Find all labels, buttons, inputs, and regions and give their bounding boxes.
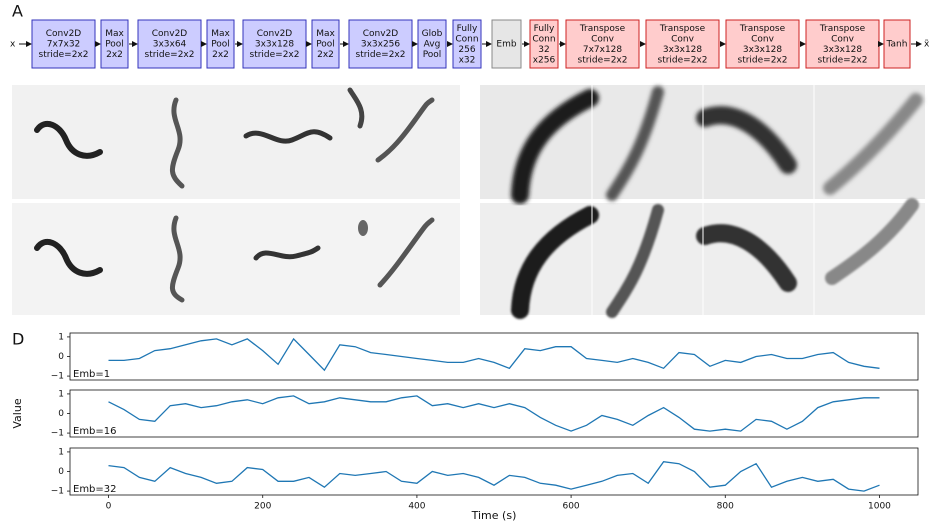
input-label: x — [10, 40, 16, 50]
layer-box — [529, 19, 559, 69]
layer-box — [206, 19, 235, 69]
layer-label: 3x3x64 — [153, 40, 187, 50]
layer-box — [452, 19, 482, 69]
layer-label: stride=2x2 — [818, 55, 868, 65]
y-axis-label: Value — [11, 398, 24, 428]
layer-label: x256 — [533, 55, 556, 65]
layer-label: Fully — [534, 24, 555, 34]
series-annotation: Emb=16 — [73, 426, 117, 437]
layer-box — [348, 19, 413, 69]
x-tick-label: 200 — [254, 502, 271, 512]
layer-label: Conn — [532, 34, 555, 44]
series-line — [108, 461, 880, 492]
layer-box — [100, 19, 129, 69]
x-tick-label: 400 — [408, 502, 425, 512]
layer-label: stride=2x2 — [39, 50, 89, 60]
layer-label: Conv — [831, 34, 854, 44]
y-tick-label: 1 — [58, 389, 64, 399]
y-tick-label: 1 — [58, 332, 64, 342]
panel-label: D — [12, 330, 24, 349]
layer-label: 32 — [538, 45, 549, 55]
series-line — [108, 395, 880, 432]
layer-label: 7x7x128 — [583, 45, 623, 55]
x-tick-label: 800 — [717, 502, 734, 512]
layer-label: Pool — [211, 40, 230, 50]
layer-box — [565, 19, 640, 69]
layer-label: x32 — [459, 55, 476, 65]
layer-box — [311, 19, 340, 69]
layer-label: 2x2 — [106, 50, 123, 60]
y-tick-label: −1 — [51, 487, 64, 497]
layer-box — [883, 19, 911, 69]
x-tick-label: 600 — [562, 502, 579, 512]
layer-label: stride=2x2 — [578, 55, 628, 65]
layer-label: Max — [316, 29, 335, 39]
y-tick-label: −1 — [51, 429, 64, 439]
layer-label: 256 — [458, 45, 475, 55]
series-line — [108, 337, 880, 372]
layer-label: Tanh — [886, 40, 908, 50]
layer-label: 2x2 — [317, 50, 334, 60]
layer-label: stride=2x2 — [658, 55, 708, 65]
layer-label: Conv2D — [152, 29, 188, 39]
layer-label: 3x3x128 — [255, 40, 295, 50]
layer-label: Max — [211, 29, 230, 39]
layer-label: 3x3x128 — [663, 45, 703, 55]
panel-c-images — [480, 85, 925, 319]
layer-label: Conn — [455, 34, 478, 44]
layer-box — [31, 19, 96, 69]
layer-label: Fully — [457, 24, 478, 34]
layer-label: stride=2x2 — [356, 50, 406, 60]
layer-label: Glob — [422, 29, 443, 39]
layer-box — [491, 19, 522, 69]
layer-label: stride=2x2 — [738, 55, 788, 65]
panel-b-images — [12, 85, 460, 315]
layer-label: stride=2x2 — [250, 50, 300, 60]
series-annotation: Emb=32 — [73, 484, 117, 495]
layer-label: Conv — [751, 34, 774, 44]
layer-label: 3x3x256 — [361, 40, 401, 50]
layer-label: Transpose — [579, 24, 626, 34]
layer-label: Pool — [105, 40, 124, 50]
y-tick-label: 0 — [58, 352, 64, 362]
layer-label: 3x3x128 — [743, 45, 783, 55]
layer-label: Pool — [316, 40, 335, 50]
output-label: x̃ — [924, 40, 930, 50]
layer-label: Conv2D — [257, 29, 293, 39]
plot-frame — [69, 389, 919, 438]
panel-label: A — [12, 2, 23, 21]
layer-label: Avg — [424, 40, 441, 50]
layer-label: stride=2x2 — [145, 50, 195, 60]
layer-label: Conv2D — [363, 29, 399, 39]
layer-label: Conv2D — [46, 29, 82, 39]
y-tick-label: 0 — [58, 409, 64, 419]
layer-label: Transpose — [659, 24, 706, 34]
x-axis-label: Time (s) — [471, 509, 517, 522]
layer-box — [725, 19, 800, 69]
x-tick-label: 0 — [106, 502, 112, 512]
layer-box — [645, 19, 720, 69]
layer-label: 7x7x32 — [47, 40, 81, 50]
y-tick-label: 0 — [58, 467, 64, 477]
layer-box — [417, 19, 447, 69]
plot-frame — [69, 332, 919, 381]
layer-box — [242, 19, 307, 69]
layer-label: Conv — [591, 34, 614, 44]
layer-label: Pool — [423, 50, 442, 60]
layer-box — [805, 19, 880, 69]
layer-label: Transpose — [819, 24, 866, 34]
y-tick-label: −1 — [51, 372, 64, 382]
layer-label: 2x2 — [212, 50, 229, 60]
plot-frame — [69, 447, 919, 496]
layer-box — [137, 19, 202, 69]
layer-label: 3x3x128 — [823, 45, 863, 55]
x-tick-label: 1000 — [868, 502, 891, 512]
y-tick-label: 1 — [58, 447, 64, 457]
series-annotation: Emb=1 — [73, 369, 110, 380]
layer-label: Max — [105, 29, 124, 39]
layer-label: Conv — [671, 34, 694, 44]
layer-label: Transpose — [739, 24, 786, 34]
layer-label: Emb — [496, 40, 516, 50]
